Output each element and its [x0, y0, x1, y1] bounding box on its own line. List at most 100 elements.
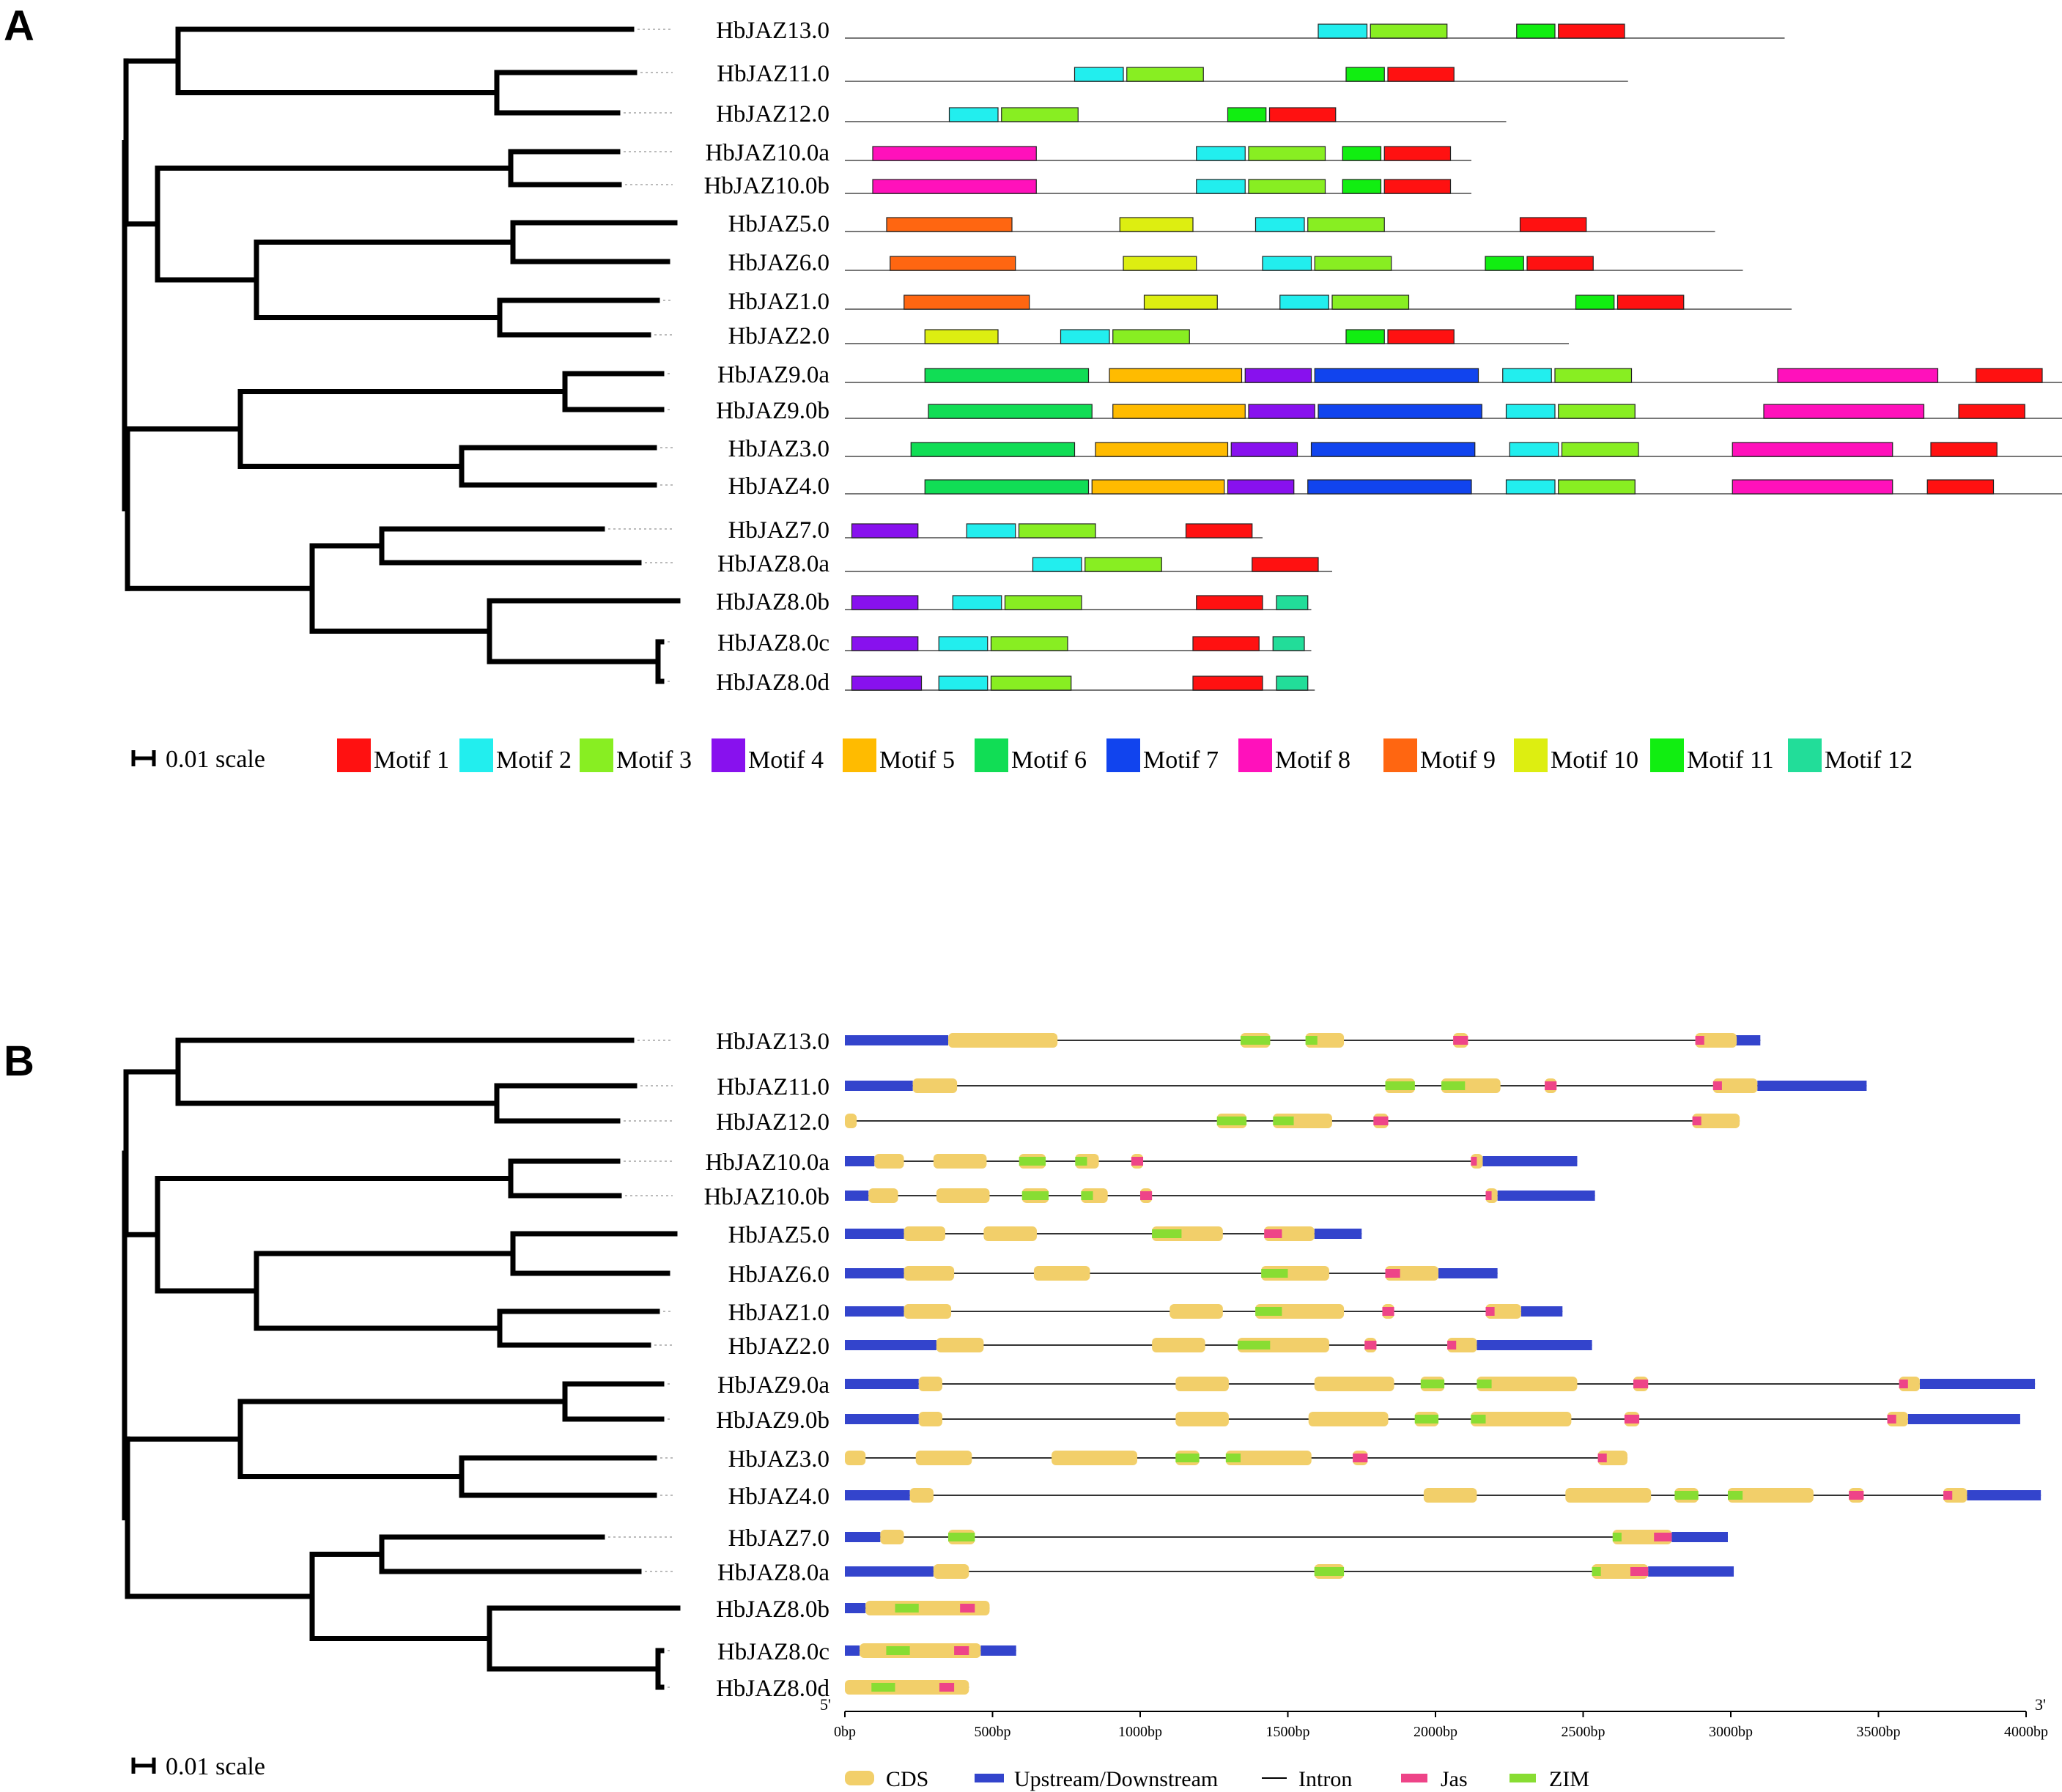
gene-label: HbJAZ8.0c — [717, 1639, 829, 1665]
motif-3-box — [1248, 146, 1326, 161]
motif-3-box — [990, 675, 1072, 691]
gene-label: HbJAZ3.0 — [728, 1446, 829, 1473]
motif-12-box — [1272, 636, 1305, 651]
gene-label: HbJAZ10.0a — [705, 140, 829, 166]
gene-label: HbJAZ4.0 — [728, 1484, 829, 1510]
motif-1-box — [1387, 329, 1455, 344]
legend-swatch — [975, 738, 1008, 772]
legend-swatch — [975, 1774, 1004, 1782]
legend-label: Motif 10 — [1551, 747, 1638, 774]
utr-segment — [845, 1566, 934, 1577]
cds-segment — [1695, 1033, 1737, 1048]
protein-row — [845, 146, 1471, 161]
motif-11-box — [1345, 329, 1385, 344]
motif-2-box — [1262, 256, 1312, 271]
cds-segment — [1423, 1488, 1477, 1503]
motif-1-box — [1519, 217, 1587, 232]
utr-segment — [845, 1414, 919, 1424]
zim-domain — [1471, 1415, 1486, 1423]
axis-tick-label: 1000bp — [1118, 1724, 1162, 1740]
motif-1-box — [1387, 67, 1455, 82]
zim-domain — [871, 1683, 895, 1692]
motif-1-box — [1930, 442, 1998, 457]
legend-swatch — [580, 738, 613, 772]
motif-11-box — [1345, 67, 1385, 82]
zim-domain — [1152, 1229, 1182, 1238]
gene-label: HbJAZ8.0b — [716, 589, 829, 615]
motif-1-box — [1185, 523, 1253, 538]
bp-axis: 5' 3' 0bp 500bp 1000bp 1500bp 2000bp 2500bp 3000… — [820, 1695, 2048, 1740]
protein-row — [845, 67, 1628, 82]
motif-1-box — [1558, 23, 1625, 39]
legend-swatch — [845, 1771, 874, 1785]
motif-3-box — [1018, 523, 1096, 538]
motif-3-box — [1307, 217, 1385, 232]
protein-row — [845, 217, 1715, 232]
legend-swatch — [843, 738, 876, 772]
legend-label: Motif 11 — [1687, 747, 1774, 774]
gene-label: HbJAZ8.0d — [716, 1676, 829, 1702]
utr-segment — [845, 1156, 875, 1166]
axis-tick-label: 2000bp — [1414, 1724, 1457, 1740]
motif-10-box — [1123, 256, 1197, 271]
jas-domain — [1485, 1307, 1495, 1316]
utr-segment — [1757, 1081, 1867, 1091]
zim-domain — [1727, 1491, 1743, 1500]
zim-domain — [886, 1646, 910, 1655]
motif-9-box — [890, 256, 1016, 271]
scale-label-b: 0.01 scale — [166, 1753, 265, 1780]
motif-7-box — [1318, 404, 1482, 419]
utr-segment — [845, 1306, 904, 1317]
legend-label: Motif 8 — [1275, 747, 1350, 774]
motif-2-box — [948, 107, 999, 122]
panel-b: B HbJAZ13.0HbJAZ11.0HbJAZ12.0HbJAZ10.0aH… — [4, 1029, 2048, 1791]
cds-segment — [933, 1564, 969, 1579]
legend-swatch — [1401, 1774, 1427, 1782]
motif-2-box — [1509, 442, 1559, 457]
motif-1-box — [1383, 146, 1452, 161]
motif-4-box — [1227, 479, 1295, 495]
cds-segment — [918, 1412, 942, 1426]
gene-label: HbJAZ7.0 — [728, 517, 829, 544]
jas-domain — [1382, 1307, 1394, 1316]
five-prime-label: 5' — [820, 1695, 831, 1714]
legend-swatch — [459, 738, 493, 772]
cds-segment — [1052, 1451, 1137, 1465]
cds-segment — [948, 1033, 1058, 1048]
jas-domain — [1692, 1117, 1701, 1125]
jas-domain — [1899, 1380, 1908, 1388]
motif-5-box — [1091, 479, 1225, 495]
motif-4-box — [851, 523, 919, 538]
panel-a: A HbJAZ13.0HbJAZ11.0HbJAZ12.0HbJAZ10.0aH… — [4, 2, 2062, 774]
protein-row — [845, 479, 2062, 495]
gene-label: HbJAZ5.0 — [728, 211, 829, 237]
motif-4-box — [851, 675, 923, 691]
cds-segment — [918, 1377, 942, 1391]
utr-segment — [845, 1490, 910, 1500]
protein-row — [845, 442, 2062, 457]
jas-domain — [1447, 1341, 1457, 1349]
jas-domain — [954, 1646, 969, 1655]
motif-2-box — [1505, 404, 1556, 419]
zim-domain — [948, 1533, 975, 1541]
zim-domain — [1674, 1491, 1699, 1500]
motif-3-box — [1001, 107, 1079, 122]
legend-motif-10: Motif 10 — [1514, 738, 1638, 774]
gene-row — [845, 1530, 1728, 1544]
cds-segment — [912, 1078, 958, 1093]
gene-row — [845, 1266, 1498, 1281]
motif-1-box — [1976, 368, 2043, 383]
legend-swatch — [337, 738, 371, 772]
motif-2-box — [1505, 479, 1556, 495]
motif-2-box — [1502, 368, 1552, 383]
gene-label: HbJAZ7.0 — [728, 1525, 829, 1552]
utr-segment — [845, 1532, 881, 1542]
zim-domain — [1081, 1191, 1093, 1200]
gene-label: HbJAZ4.0 — [728, 473, 829, 500]
gene-row — [845, 1643, 1016, 1658]
zim-domain — [1314, 1567, 1345, 1576]
motif-8-box — [872, 146, 1037, 161]
motif-8-box — [872, 179, 1037, 194]
gene-label: HbJAZ13.0 — [716, 1029, 829, 1055]
gene-label: HbJAZ6.0 — [728, 250, 829, 276]
